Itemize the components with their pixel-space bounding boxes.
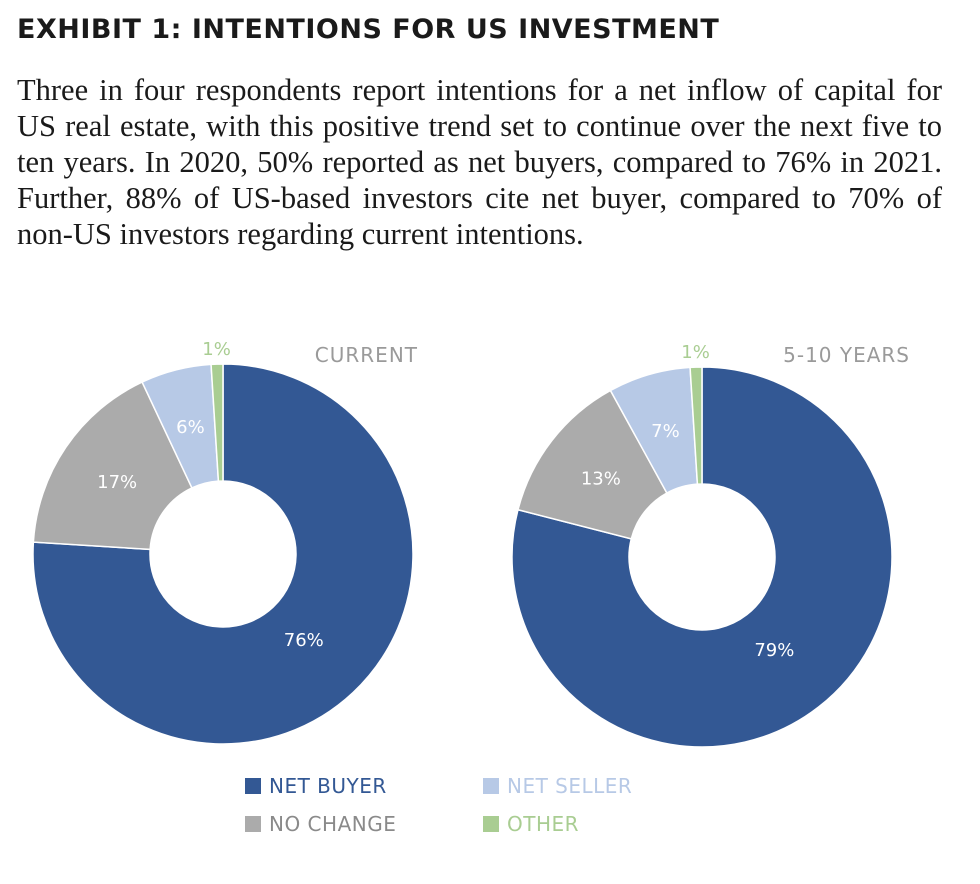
donut-charts: 76% 17% 6% 1% CURRENT 79% 13% 7% 1% 5-10 YEARS	[32, 339, 910, 748]
slice-net-buyer	[32, 363, 414, 745]
legend-swatch-net-seller	[483, 778, 499, 794]
slice-no-change	[32, 381, 193, 551]
legend-swatch-other	[483, 816, 499, 832]
slice-label-net-buyer: 76%	[284, 630, 324, 651]
legend-item-no-change: NO CHANGE	[245, 812, 483, 836]
legend-swatch-no-change	[245, 816, 261, 832]
chart-title: 5-10 YEARS	[783, 343, 910, 367]
slice-other	[689, 366, 703, 485]
slice-label-no-change: 13%	[581, 469, 621, 490]
donut-chart-5-10-years: 79% 13% 7% 1% 5-10 YEARS	[511, 342, 910, 748]
legend-label: NO CHANGE	[269, 812, 397, 836]
legend-label: OTHER	[507, 812, 580, 836]
chart-legend: NET BUYER NET SELLER NO CHANGE OTHER	[245, 774, 725, 836]
slice-label-other: 1%	[681, 342, 710, 363]
slice-no-change	[517, 389, 668, 540]
legend-item-net-seller: NET SELLER	[483, 774, 723, 798]
donut-chart-current: 76% 17% 6% 1% CURRENT	[32, 339, 418, 745]
legend-item-net-buyer: NET BUYER	[245, 774, 483, 798]
chart-title: CURRENT	[315, 343, 418, 367]
slice-label-net-buyer: 79%	[754, 640, 794, 661]
slice-label-other: 1%	[202, 339, 231, 360]
legend-swatch-net-buyer	[245, 778, 261, 794]
slice-net-buyer	[511, 366, 893, 748]
legend-label: NET SELLER	[507, 774, 633, 798]
slice-other	[210, 363, 224, 482]
legend-label: NET BUYER	[269, 774, 387, 798]
slice-label-net-seller: 6%	[176, 417, 205, 438]
slice-label-net-seller: 7%	[651, 421, 680, 442]
description-text: Three in four respondents report intenti…	[17, 73, 942, 251]
exhibit-title: EXHIBIT 1: INTENTIONS FOR US INVESTMENT	[17, 14, 720, 45]
legend-item-other: OTHER	[483, 812, 723, 836]
slice-label-no-change: 17%	[97, 472, 137, 493]
